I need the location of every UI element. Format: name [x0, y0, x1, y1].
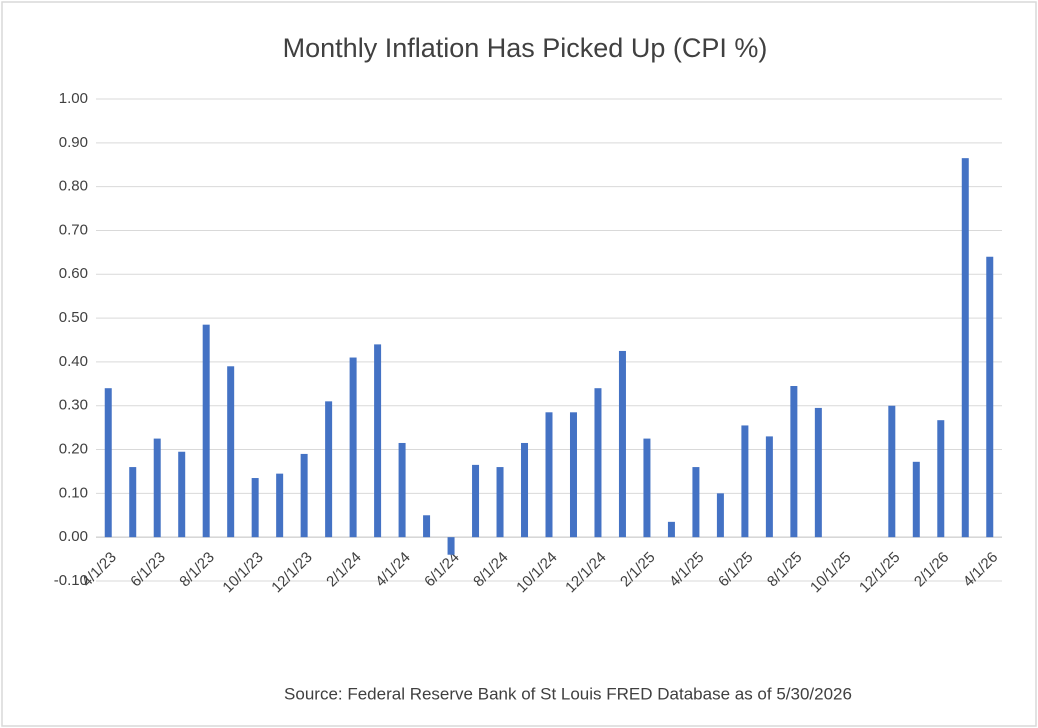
bar [251, 478, 259, 538]
bar [202, 324, 210, 538]
bar [937, 420, 945, 538]
y-tick-label: 0.00 [59, 528, 88, 545]
y-tick-label: 0.80 [59, 178, 88, 195]
bar [104, 388, 112, 538]
bar [765, 436, 773, 538]
source-note: Source: Federal Reserve Bank of St Louis… [284, 684, 852, 703]
bar [790, 386, 798, 538]
bar [741, 425, 749, 538]
bar [814, 407, 822, 538]
y-tick-label: -0.10 [54, 572, 88, 589]
bar [153, 438, 161, 538]
bar [300, 453, 308, 538]
bar [594, 388, 602, 538]
bar [618, 350, 626, 538]
bar [472, 464, 480, 538]
y-tick-label: 0.10 [59, 484, 88, 501]
y-tick-label: 0.20 [59, 441, 88, 458]
bar [545, 412, 553, 538]
y-tick-label: 0.40 [59, 353, 88, 370]
bar [447, 537, 455, 555]
bar [912, 461, 920, 538]
y-tick-label: 0.60 [59, 265, 88, 282]
bar [569, 412, 577, 538]
bar [276, 473, 284, 538]
bar [398, 442, 406, 538]
bar [423, 515, 431, 538]
bar [521, 442, 529, 538]
bar [374, 344, 382, 538]
y-tick-label: 0.90 [59, 134, 88, 151]
bar [986, 256, 994, 538]
bar [716, 493, 724, 538]
y-tick-label: 0.50 [59, 309, 88, 326]
bar [667, 521, 675, 538]
bar [178, 451, 186, 538]
bar [325, 401, 333, 538]
bar [496, 467, 504, 538]
y-tick-label: 0.30 [59, 397, 88, 414]
chart-title: Monthly Inflation Has Picked Up (CPI %) [283, 33, 768, 63]
bar [227, 366, 235, 538]
y-tick-label: 0.70 [59, 221, 88, 238]
bar [129, 467, 137, 538]
y-tick-label: 1.00 [59, 90, 88, 107]
bar [643, 438, 651, 538]
bar [349, 357, 357, 538]
bar [961, 158, 969, 538]
bar [692, 467, 700, 538]
bar [888, 405, 896, 538]
